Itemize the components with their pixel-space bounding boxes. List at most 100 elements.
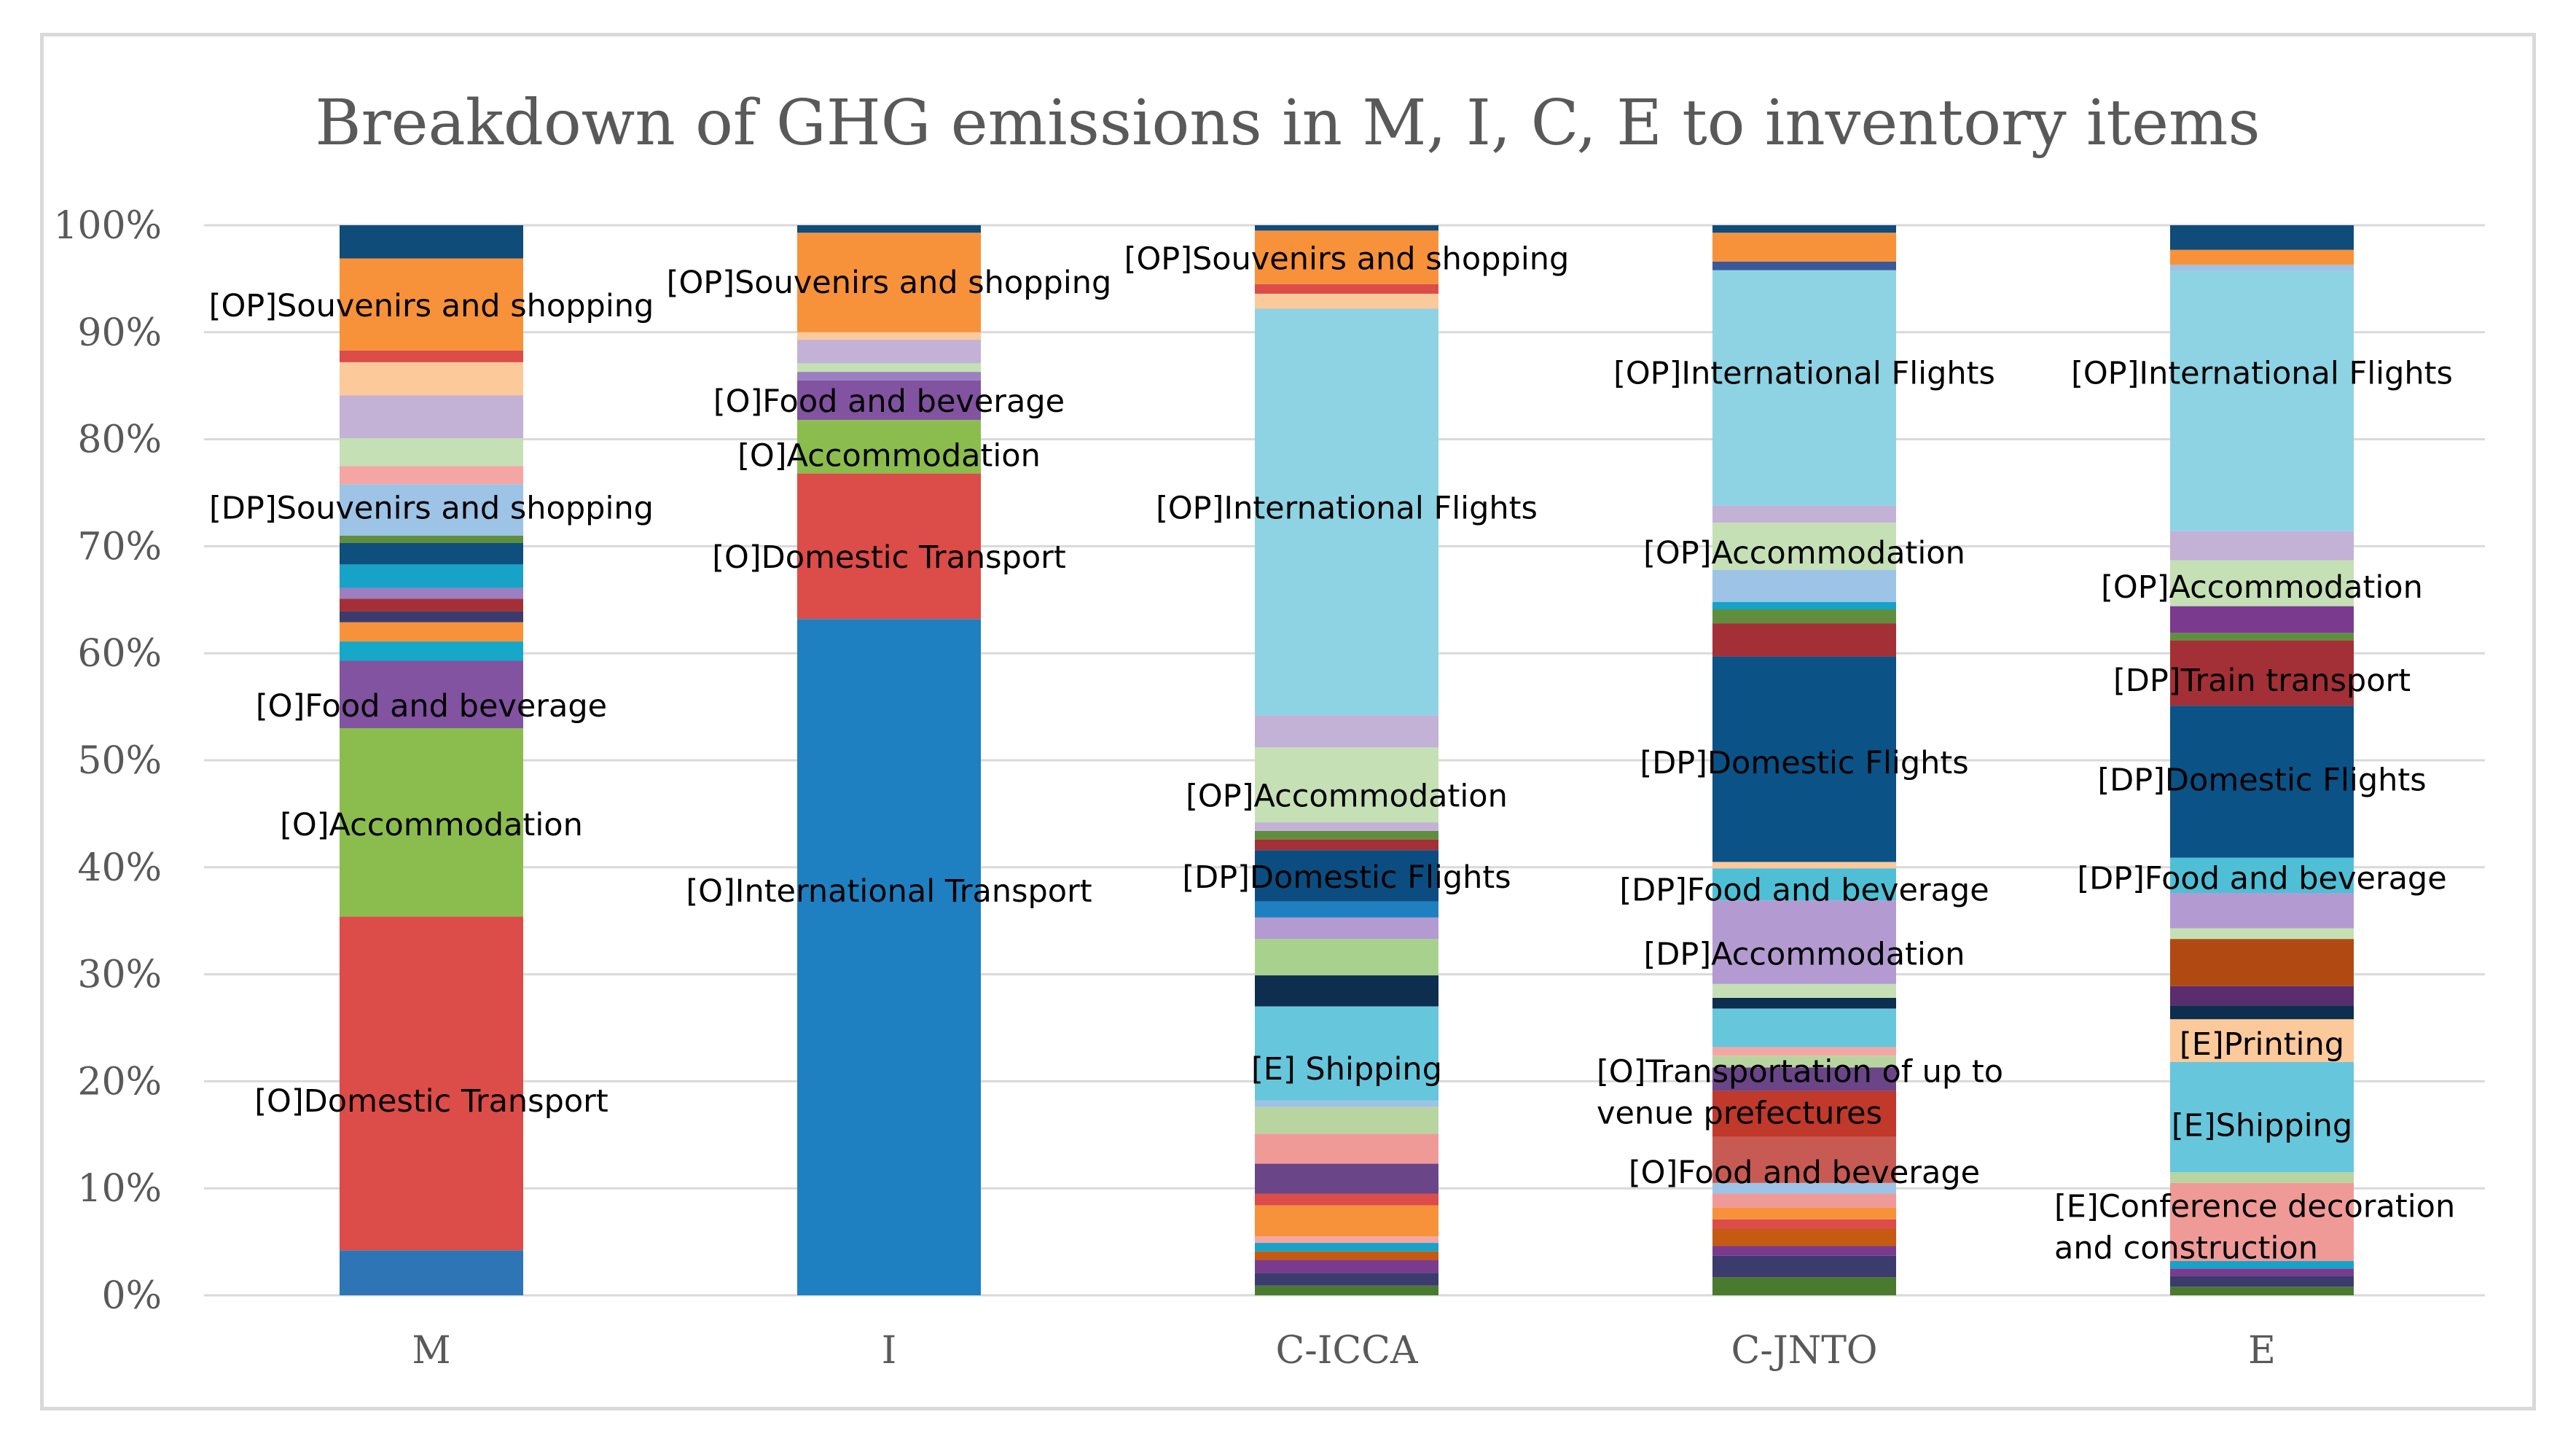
bar-segment <box>1255 1133 1438 1164</box>
data-label-line: [E]Shipping <box>2172 1108 2352 1144</box>
bar-segment <box>1712 623 1896 657</box>
data-label-line: [DP]Accommodation <box>1644 937 1965 973</box>
data-label-line: [OP]International Flights <box>1613 356 1995 392</box>
bar-segment <box>2170 893 2354 929</box>
data-label: [E]Shipping <box>2172 1108 2352 1144</box>
bar-segment <box>1712 1055 1896 1068</box>
data-label: [O]Accommodation <box>737 438 1041 475</box>
data-label-line: [O]Accommodation <box>737 438 1041 475</box>
bar-segment <box>2170 1287 2354 1295</box>
data-label: [E] Shipping <box>1251 1051 1442 1088</box>
bar-segment <box>1712 1255 1896 1278</box>
bar-segment <box>1255 284 1438 294</box>
bar-segment <box>1255 747 1438 823</box>
bar-segment <box>1712 1219 1896 1229</box>
bar-segment <box>340 484 523 536</box>
data-label-line: [DP]Domestic Flights <box>2097 762 2426 798</box>
bar-segment <box>1255 830 1438 840</box>
bar-segment <box>340 258 523 351</box>
data-label-line: [DP]Domestic Flights <box>1640 745 1968 781</box>
data-label-line: [OP]Souvenirs and shopping <box>209 288 654 324</box>
bar-segment <box>1712 569 1896 602</box>
bar-segment <box>797 225 981 233</box>
bar-segment <box>1255 230 1438 284</box>
data-label-line: [OP]Accommodation <box>1186 778 1508 814</box>
bar-segment <box>1712 270 1896 506</box>
bar-segment <box>797 473 981 620</box>
bar-segment <box>2170 928 2354 940</box>
bar-segment <box>1712 983 1896 998</box>
bar-segment <box>1712 523 1896 570</box>
bar-segment <box>797 332 981 340</box>
bar-segment <box>1255 1100 1438 1107</box>
bar-segment <box>2170 1019 2354 1062</box>
data-label: [DP]Souvenirs and shopping <box>209 491 654 527</box>
y-tick-label: 100% <box>53 204 162 248</box>
data-label: [DP]Domestic Flights <box>2097 762 2426 798</box>
bar-segment <box>340 466 523 485</box>
bar-segment <box>1255 225 1438 231</box>
data-label-line: [DP]Food and beverage <box>2077 860 2446 897</box>
data-label: [DP]Accommodation <box>1644 937 1965 973</box>
data-label: [OP]International Flights <box>1156 491 1538 527</box>
bar-segment <box>1712 862 1896 869</box>
data-label: [O]Accommodation <box>280 807 583 843</box>
bar-segment <box>1712 1090 1896 1137</box>
data-label: [OP]Souvenirs and shopping <box>1124 241 1570 278</box>
stack-i <box>797 225 981 1295</box>
bar-segment <box>1255 715 1438 748</box>
data-label-line: [E]Printing <box>2180 1026 2344 1063</box>
bar-segment <box>340 598 523 612</box>
bar-segment <box>340 535 523 543</box>
data-label-line: [O]Transportation of up to <box>1597 1054 2003 1090</box>
bar-segment <box>2170 225 2354 250</box>
y-tick-label: 30% <box>77 953 162 997</box>
y-tick-label: 40% <box>77 846 162 890</box>
bar-segment <box>1255 1251 1438 1260</box>
data-label-line: [O]Food and beverage <box>256 688 607 725</box>
bar-segment <box>2170 1276 2354 1287</box>
bar-segment <box>2170 265 2354 272</box>
x-category-label: C-JNTO <box>1731 1329 1877 1373</box>
data-label: [O]Food and beverage <box>256 688 607 725</box>
bar-segment <box>340 362 523 396</box>
data-label-line: [E] Shipping <box>1251 1051 1442 1088</box>
bar-segment <box>340 660 523 728</box>
data-label-line: [OP]Accommodation <box>2101 569 2423 606</box>
bar-segment <box>340 564 523 588</box>
y-tick-label: 80% <box>77 418 162 462</box>
y-tick-label: 0% <box>102 1274 163 1318</box>
bar-segment <box>1712 233 1896 262</box>
bar-segment <box>340 916 523 1251</box>
bar-segment <box>2170 1261 2354 1269</box>
bar-segment <box>1712 1228 1896 1246</box>
bar-segment <box>1255 1236 1438 1244</box>
bar-segment <box>1712 1182 1896 1194</box>
bar-stacks <box>340 225 2354 1295</box>
bar-segment <box>1712 1193 1896 1208</box>
y-tick-label: 60% <box>77 632 162 676</box>
data-label: [DP]Food and beverage <box>2077 860 2446 897</box>
bar-segment <box>2170 986 2354 1006</box>
bar-segment <box>2170 1061 2354 1173</box>
bar-segment <box>340 611 523 623</box>
data-label: [DP]Domestic Flights <box>1182 859 1511 896</box>
x-axis-labels: M I C-ICCA C-JNTO E <box>412 1329 2276 1373</box>
bar-segment <box>2170 939 2354 986</box>
data-label: [OP]Accommodation <box>2101 569 2423 606</box>
bar-segment <box>340 438 523 467</box>
data-label-line: [E]Conference decoration <box>2054 1189 2455 1225</box>
bar-segment <box>1255 1163 1438 1194</box>
bar-segment <box>1712 225 1896 233</box>
bar-segment <box>1712 1207 1896 1219</box>
bar-segment <box>340 641 523 661</box>
bar-segment <box>1255 1260 1438 1273</box>
bar-segment <box>797 380 981 421</box>
data-label-line: [O]International Transport <box>686 873 1092 910</box>
data-label: [OP]International Flights <box>1613 356 1995 392</box>
bar-segment <box>1712 505 1896 523</box>
bar-segment <box>797 340 981 364</box>
bar-segment <box>1712 1246 1896 1256</box>
bar-segment <box>1255 917 1438 940</box>
bar-segment <box>1712 1067 1896 1091</box>
